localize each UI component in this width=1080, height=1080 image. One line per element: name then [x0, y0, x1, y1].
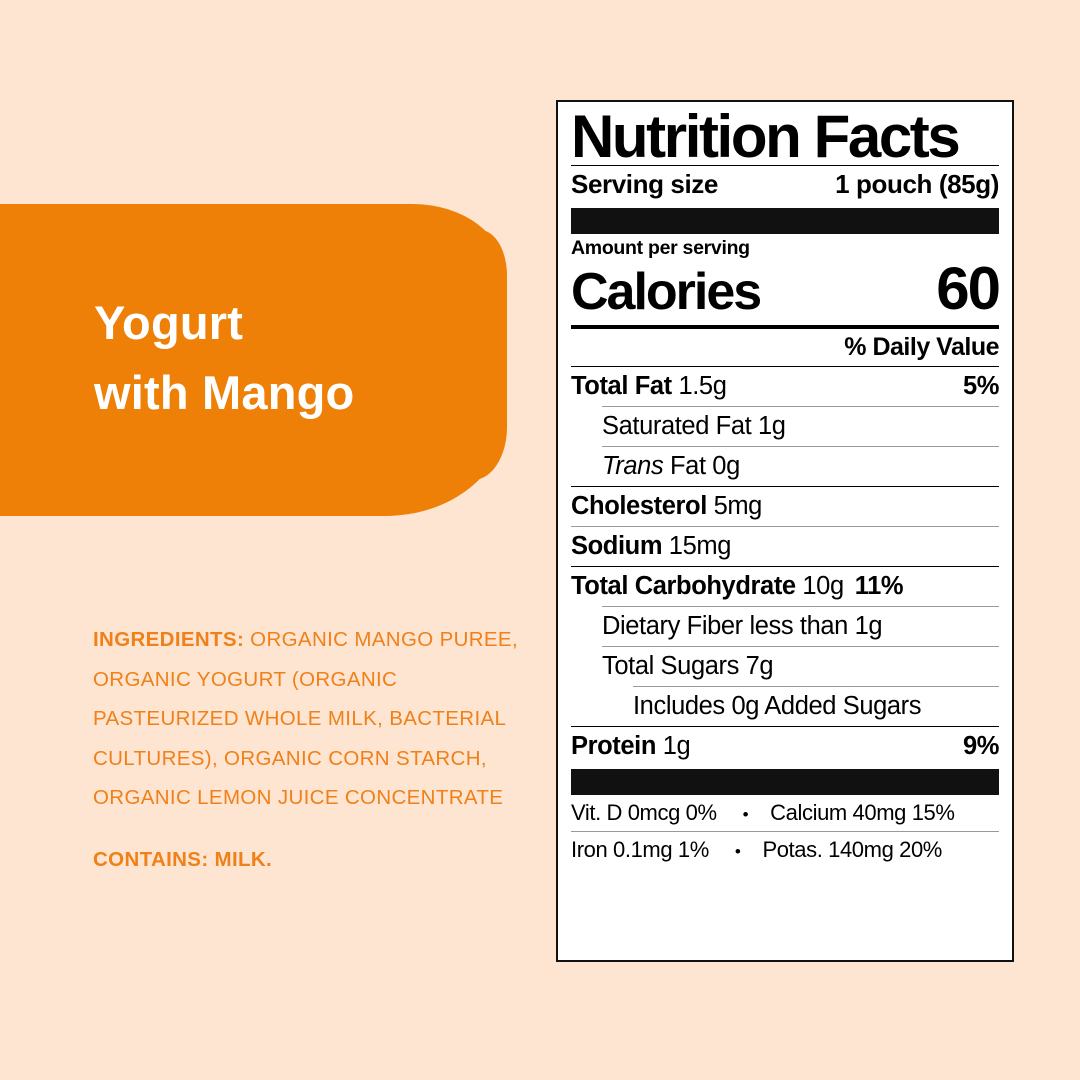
nutrient-percent: 5%: [962, 372, 999, 400]
micronutrient-left: Iron 0.1mg 1%: [571, 837, 709, 862]
bullet-separator-icon: •: [734, 842, 741, 861]
ingredients-body: ORGANIC MANGO PUREE, ORGANIC YOGURT (ORG…: [93, 628, 519, 810]
calories-label: Calories: [571, 263, 762, 321]
table-row: Total Sugars 7g: [571, 647, 999, 686]
nutrient-name: Trans: [602, 452, 664, 480]
nutrient-amount: 10g: [802, 572, 844, 600]
nutrient-name: Dietary Fiber: [602, 612, 743, 640]
nutrient-name: Total Carbohydrate: [571, 572, 796, 600]
nutrient-amount: Fat 0g: [669, 452, 740, 480]
table-row: Sodium 15mg: [571, 527, 999, 566]
nutrient-amount: 1g: [758, 412, 786, 440]
nutrient-percent: 9%: [962, 732, 999, 760]
table-row: Total Fat 1.5g 5%: [571, 367, 999, 406]
ingredients-label: INGREDIENTS:: [93, 628, 245, 651]
table-row: Cholesterol 5mg: [571, 487, 999, 526]
serving-size-label: Serving size: [571, 169, 718, 199]
table-row: Iron 0.1mg 1% • Potas. 140mg 20%: [571, 832, 999, 868]
amount-per-serving-label: Amount per serving: [571, 237, 750, 259]
nutrient-percent: 11%: [854, 572, 904, 600]
nutrient-amount: 1g: [662, 732, 691, 760]
nutrient-name: Saturated Fat: [602, 412, 752, 440]
table-row: Trans Fat 0g: [571, 447, 999, 486]
nutrient-amount: 0g Added Sugars: [731, 692, 922, 720]
product-title-banner: [0, 204, 507, 516]
nutrient-amount: 5mg: [713, 492, 763, 520]
contains-allergen-statement: CONTAINS: MILK.: [93, 847, 273, 871]
divider-bar-bottom: [571, 769, 999, 795]
nutrient-name: Protein: [571, 732, 657, 760]
nutrient-amount: less than 1g: [749, 612, 883, 640]
nutrient-name: Sodium: [571, 532, 663, 560]
calories-value: 60: [936, 255, 1001, 322]
nutrient-name: Total Fat: [571, 372, 672, 400]
nutrient-name: Cholesterol: [571, 492, 707, 520]
nutrient-amount: 1.5g: [678, 372, 727, 400]
nutrition-facts-panel: Nutrition Facts Serving size 1 pouch (85…: [556, 100, 1014, 962]
table-row: Dietary Fiber less than 1g: [571, 607, 999, 646]
nutrient-amount: 7g: [745, 652, 774, 680]
micronutrient-right: Potas. 140mg 20%: [762, 837, 942, 862]
table-row: Includes 0g Added Sugars: [571, 687, 999, 726]
page-title: Yogurt with Mango: [94, 296, 355, 420]
nutrient-amount: 15mg: [668, 532, 732, 560]
micronutrient-right: Calcium 40mg 15%: [770, 800, 955, 825]
daily-value-header: % Daily Value: [844, 333, 999, 361]
ingredients-block: INGREDIENTS: ORGANIC MANGO PUREE, ORGANI…: [93, 620, 533, 879]
divider-bar-top: [571, 208, 999, 234]
serving-size-row: Serving size 1 pouch (85g): [571, 166, 999, 204]
table-row: Saturated Fat 1g: [571, 407, 999, 446]
table-row: Vit. D 0mcg 0% • Calcium 40mg 15%: [571, 795, 999, 831]
table-row: Total Carbohydrate 10g 11%: [571, 567, 999, 606]
micronutrient-left: Vit. D 0mcg 0%: [571, 800, 717, 825]
table-row: Protein 1g 9%: [571, 727, 999, 766]
nutrition-facts-title: Nutrition Facts: [571, 103, 961, 170]
nutrient-name: Total Sugars: [602, 652, 739, 680]
calories-row: Calories 60: [571, 254, 1001, 323]
bullet-separator-icon: •: [742, 805, 749, 824]
nutrient-name: Includes: [633, 692, 725, 720]
serving-size-value: 1 pouch (85g): [835, 169, 999, 199]
ingredients-text: INGREDIENTS: ORGANIC MANGO PUREE, ORGANI…: [93, 620, 533, 818]
